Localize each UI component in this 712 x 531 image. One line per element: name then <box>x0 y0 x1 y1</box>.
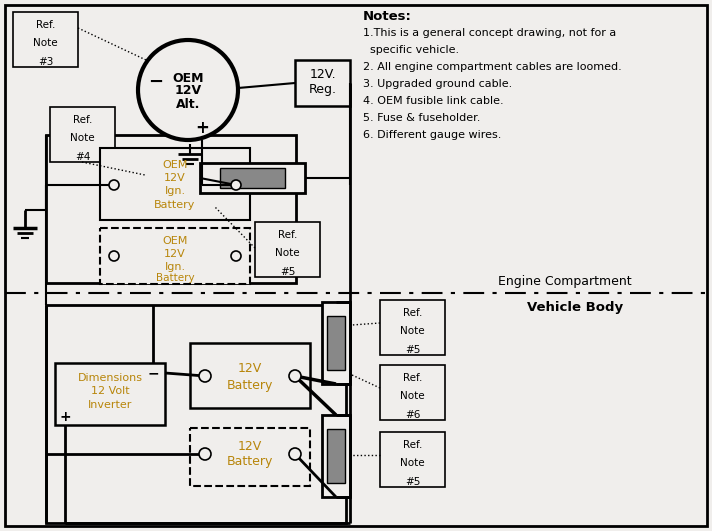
Text: 12V: 12V <box>238 440 262 452</box>
Text: #6: #6 <box>405 410 420 419</box>
Text: 12 Volt: 12 Volt <box>90 386 130 396</box>
Text: Ref.: Ref. <box>403 373 422 383</box>
Text: Note: Note <box>70 133 95 143</box>
Text: Ref.: Ref. <box>36 20 56 30</box>
Text: Dimensions: Dimensions <box>78 373 142 383</box>
Circle shape <box>109 251 119 261</box>
Text: Inverter: Inverter <box>88 400 132 410</box>
Circle shape <box>231 180 241 190</box>
Bar <box>380 300 445 355</box>
Text: 12V: 12V <box>164 249 186 259</box>
Text: 3. Upgraded ground cable.: 3. Upgraded ground cable. <box>363 79 512 89</box>
Text: +: + <box>195 119 209 137</box>
Text: Engine Compartment: Engine Compartment <box>498 276 632 288</box>
Text: specific vehicle.: specific vehicle. <box>363 45 459 55</box>
Bar <box>220 168 285 188</box>
Bar <box>46 135 296 283</box>
Bar <box>100 228 250 284</box>
Text: Alt.: Alt. <box>176 98 200 110</box>
Text: #5: #5 <box>280 267 295 277</box>
Circle shape <box>289 370 301 382</box>
Bar <box>322 302 350 384</box>
Bar <box>46 305 346 523</box>
Text: 4. OEM fusible link cable.: 4. OEM fusible link cable. <box>363 96 503 106</box>
Bar <box>200 163 305 193</box>
Text: 6. Different gauge wires.: 6. Different gauge wires. <box>363 130 501 140</box>
Text: Notes:: Notes: <box>363 10 412 22</box>
Bar <box>255 222 320 277</box>
Text: Battery: Battery <box>227 379 273 391</box>
Text: #4: #4 <box>75 152 90 161</box>
Text: #5: #5 <box>405 477 420 487</box>
Text: Note: Note <box>400 458 425 468</box>
Text: Battery: Battery <box>156 273 194 283</box>
Text: 5. Fuse & fuseholder.: 5. Fuse & fuseholder. <box>363 113 481 123</box>
Text: Vehicle Body: Vehicle Body <box>527 301 623 313</box>
Bar <box>190 343 310 408</box>
Bar <box>322 415 350 497</box>
Text: Ref.: Ref. <box>278 230 297 240</box>
Text: Note: Note <box>400 391 425 401</box>
Text: OEM: OEM <box>162 160 188 170</box>
Text: Ref.: Ref. <box>403 308 422 318</box>
Bar <box>190 428 310 486</box>
Bar <box>55 363 165 425</box>
Text: +: + <box>59 410 70 424</box>
Text: Ign.: Ign. <box>164 262 186 272</box>
Text: Reg.: Reg. <box>308 83 337 97</box>
Bar <box>100 148 250 220</box>
Bar <box>380 432 445 487</box>
Circle shape <box>231 251 241 261</box>
Text: 12V: 12V <box>174 84 201 98</box>
Circle shape <box>109 180 119 190</box>
Bar <box>327 429 345 483</box>
Circle shape <box>289 448 301 460</box>
Text: 12V: 12V <box>238 363 262 375</box>
Text: Battery: Battery <box>155 200 196 210</box>
Text: OEM: OEM <box>162 236 188 246</box>
Text: Note: Note <box>275 249 300 259</box>
Text: Ref.: Ref. <box>403 440 422 450</box>
Text: 1.This is a general concept drawing, not for a: 1.This is a general concept drawing, not… <box>363 28 617 38</box>
Text: Battery: Battery <box>227 456 273 468</box>
Bar <box>380 365 445 420</box>
Text: Ign.: Ign. <box>164 186 186 196</box>
Bar <box>327 316 345 370</box>
Text: 12V: 12V <box>164 173 186 183</box>
Text: OEM: OEM <box>172 72 204 84</box>
Text: 2. All engine compartment cables are loomed.: 2. All engine compartment cables are loo… <box>363 62 622 72</box>
Text: Note: Note <box>33 38 58 48</box>
Text: 12V.: 12V. <box>309 68 336 81</box>
Text: Note: Note <box>400 327 425 336</box>
Text: −: − <box>147 366 159 380</box>
Circle shape <box>199 448 211 460</box>
Text: Ref.: Ref. <box>73 115 92 125</box>
Bar <box>295 60 350 106</box>
Bar <box>50 107 115 162</box>
Text: #5: #5 <box>405 345 420 355</box>
Circle shape <box>199 370 211 382</box>
Bar <box>13 12 78 67</box>
Circle shape <box>138 40 238 140</box>
Text: #3: #3 <box>38 57 53 67</box>
Text: −: − <box>148 73 164 91</box>
